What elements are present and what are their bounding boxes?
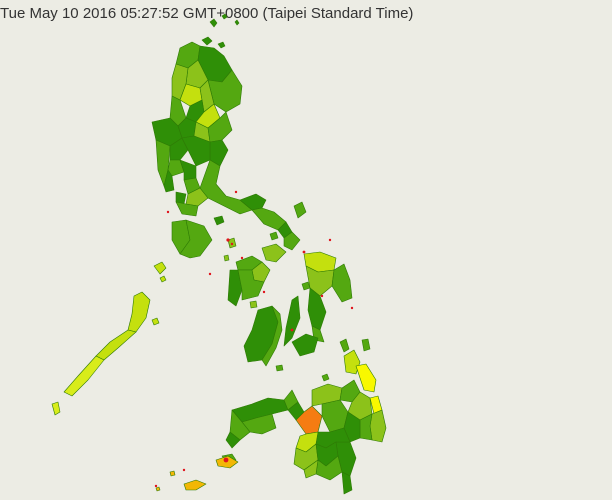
region-palawan-central[interactable] bbox=[95, 329, 137, 361]
marker-1[interactable] bbox=[226, 238, 230, 242]
region-masbate[interactable] bbox=[261, 243, 287, 263]
region-surigao-del-sur[interactable] bbox=[355, 363, 377, 393]
marker-4[interactable] bbox=[302, 250, 306, 254]
region-davao-oriental[interactable] bbox=[369, 409, 387, 443]
region-negros-oriental[interactable] bbox=[261, 305, 283, 367]
event-markers bbox=[154, 190, 354, 488]
region-tawi-tawi[interactable] bbox=[155, 470, 207, 492]
region-cebu[interactable] bbox=[283, 295, 301, 347]
region-calamian[interactable] bbox=[153, 261, 167, 283]
region-eastern-samar[interactable] bbox=[331, 263, 353, 303]
marker-8[interactable] bbox=[290, 328, 294, 332]
visayas-group bbox=[227, 251, 371, 372]
marker-3[interactable] bbox=[234, 190, 238, 194]
marker-14[interactable] bbox=[208, 272, 212, 276]
region-marinduque[interactable] bbox=[213, 215, 225, 226]
region-zamboanga-city[interactable] bbox=[225, 431, 241, 449]
region-catanduanes[interactable] bbox=[293, 201, 307, 219]
marker-12[interactable] bbox=[154, 484, 158, 488]
region-oriental-mindoro[interactable] bbox=[179, 219, 213, 259]
region-antique[interactable] bbox=[227, 269, 243, 307]
region-leyte[interactable] bbox=[307, 287, 327, 331]
region-tarlac[interactable] bbox=[169, 137, 189, 161]
region-balabac[interactable] bbox=[51, 401, 61, 416]
region-camarines-norte[interactable] bbox=[239, 193, 267, 211]
marker-10[interactable] bbox=[223, 457, 229, 463]
region-cuyo[interactable] bbox=[151, 317, 160, 326]
region-babuyan[interactable] bbox=[201, 36, 226, 49]
marker-11[interactable] bbox=[182, 468, 186, 472]
region-zamboanga-sibugay[interactable] bbox=[229, 409, 251, 441]
marker-9[interactable] bbox=[350, 306, 354, 310]
marker-15[interactable] bbox=[240, 256, 244, 260]
region-batangas[interactable] bbox=[175, 201, 199, 217]
region-siquijor[interactable] bbox=[275, 364, 284, 372]
region-pampanga[interactable] bbox=[167, 159, 185, 177]
region-camiguin[interactable] bbox=[321, 373, 330, 382]
marker-2[interactable] bbox=[230, 242, 234, 246]
region-quezon[interactable] bbox=[199, 159, 253, 215]
luzon-group bbox=[151, 13, 307, 263]
mindanao-group bbox=[155, 349, 387, 495]
marker-6[interactable] bbox=[328, 238, 332, 242]
region-ticao[interactable] bbox=[269, 231, 279, 241]
region-dinagat[interactable] bbox=[339, 338, 350, 353]
marker-13[interactable] bbox=[166, 210, 170, 214]
region-palawan-north[interactable] bbox=[127, 291, 151, 333]
region-siargao[interactable] bbox=[361, 338, 371, 352]
region-sorsogon[interactable] bbox=[283, 231, 301, 251]
region-laguna[interactable] bbox=[185, 187, 209, 207]
region-iloilo[interactable] bbox=[237, 269, 265, 301]
region-davao-occidental[interactable] bbox=[341, 471, 353, 495]
region-bataan[interactable] bbox=[163, 169, 175, 193]
region-palawan-south[interactable] bbox=[63, 355, 105, 397]
palawan-group bbox=[51, 261, 167, 416]
region-biliran[interactable] bbox=[301, 281, 311, 291]
marker-5[interactable] bbox=[262, 290, 266, 294]
region-romblon[interactable] bbox=[223, 237, 237, 262]
region-general-santos[interactable] bbox=[303, 459, 319, 479]
region-bohol[interactable] bbox=[291, 333, 319, 357]
timestamp-label: Tue May 10 2016 05:27:52 GMT+0800 (Taipe… bbox=[0, 5, 414, 22]
region-guimaras[interactable] bbox=[249, 300, 258, 309]
region-batanes[interactable] bbox=[209, 13, 240, 28]
marker-7[interactable] bbox=[320, 294, 324, 298]
